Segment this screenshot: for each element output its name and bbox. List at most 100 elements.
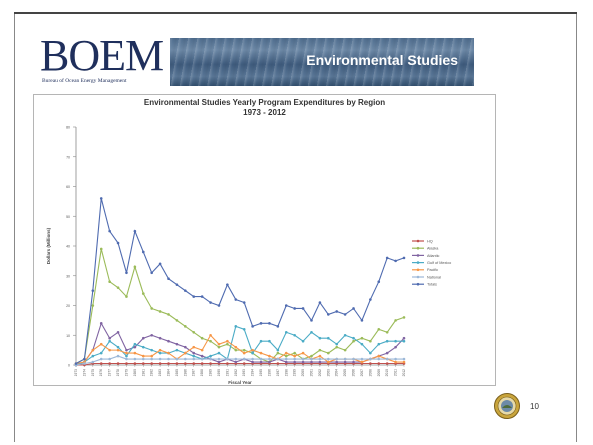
data-point [276, 357, 280, 361]
data-point [209, 333, 212, 337]
data-point [116, 362, 120, 365]
data-point [192, 345, 196, 349]
data-point [175, 283, 179, 286]
data-point [192, 351, 196, 355]
data-point [167, 277, 170, 281]
data-point [242, 301, 246, 304]
data-point [158, 357, 162, 361]
data-point [99, 247, 103, 251]
data-point [385, 351, 389, 355]
x-tick-label: 1992 [234, 369, 238, 377]
data-point [394, 259, 397, 263]
data-point [158, 262, 162, 266]
data-point [175, 342, 179, 346]
data-point [184, 345, 187, 349]
series-line [75, 325, 404, 366]
data-point [167, 357, 170, 361]
data-point [276, 351, 280, 355]
data-point [217, 304, 221, 307]
data-point [200, 348, 204, 352]
data-point [327, 336, 330, 340]
data-point [226, 362, 229, 365]
data-point [234, 298, 238, 301]
data-point [327, 360, 330, 364]
data-point [360, 336, 364, 340]
data-point [402, 339, 406, 343]
data-point [234, 348, 238, 352]
data-point [150, 307, 153, 310]
data-point [150, 348, 153, 352]
data-point [259, 357, 263, 361]
data-point [343, 360, 347, 364]
x-tick-label: 2012 [402, 369, 406, 377]
data-point [200, 295, 204, 298]
data-point [184, 289, 187, 292]
data-point [343, 357, 347, 361]
data-point [301, 339, 305, 343]
data-point [335, 345, 339, 349]
data-point [268, 339, 271, 343]
data-point [133, 351, 137, 355]
x-tick-label: 1997 [276, 369, 280, 377]
data-point [209, 301, 212, 304]
x-tick-label: 1999 [293, 369, 297, 377]
data-point [335, 310, 339, 313]
data-point [192, 330, 196, 334]
data-point [184, 325, 187, 328]
chart-plot: 0 10 20 30 40 50 60 70 80 1973 1974 1975 1976 1977 197… [46, 126, 451, 386]
data-point [369, 362, 372, 365]
data-point [394, 339, 397, 343]
x-tick-label: 1990 [217, 369, 221, 377]
data-point [167, 313, 170, 316]
x-tick-label: 1998 [284, 369, 288, 377]
data-point [369, 339, 372, 343]
title-banner: Environmental Studies [170, 38, 474, 86]
data-point [116, 286, 120, 289]
data-point [259, 360, 263, 364]
data-point [150, 333, 153, 337]
data-point [251, 357, 254, 361]
data-point [133, 265, 137, 269]
data-point [310, 319, 313, 322]
data-point [352, 360, 355, 364]
data-point [234, 357, 238, 361]
x-tick-label: 1985 [175, 369, 179, 377]
data-point [318, 301, 322, 304]
data-point [276, 325, 280, 328]
data-point [175, 319, 179, 322]
data-point [268, 322, 271, 325]
data-point [377, 328, 381, 331]
data-point [167, 339, 170, 343]
data-point [360, 357, 364, 361]
data-point [259, 351, 263, 355]
data-point [268, 354, 271, 358]
data-point [125, 295, 128, 298]
data-point [158, 351, 162, 355]
legend-label: Totals [427, 283, 437, 287]
legend-label: National [427, 275, 441, 279]
x-tick-label: 2001 [309, 369, 313, 377]
data-point [217, 345, 221, 349]
data-point [99, 357, 103, 361]
data-point [133, 229, 137, 233]
data-point [99, 322, 103, 325]
data-point [251, 348, 254, 352]
data-point [352, 336, 355, 340]
data-point [327, 357, 330, 361]
x-tick-label: 2008 [368, 369, 372, 377]
data-point [192, 354, 196, 358]
data-point [141, 250, 145, 254]
data-point [99, 342, 103, 346]
data-point [167, 351, 170, 355]
data-point [335, 342, 339, 346]
data-point [141, 336, 145, 340]
y-tick-label: 60 [66, 185, 70, 189]
x-tick-label: 1982 [150, 369, 154, 377]
data-point [394, 319, 397, 322]
data-point [108, 229, 111, 233]
data-point [133, 345, 137, 349]
data-point [209, 354, 212, 358]
x-tick-label: 1989 [209, 369, 213, 377]
x-tick-label: 1987 [192, 369, 196, 377]
data-point [175, 357, 179, 361]
